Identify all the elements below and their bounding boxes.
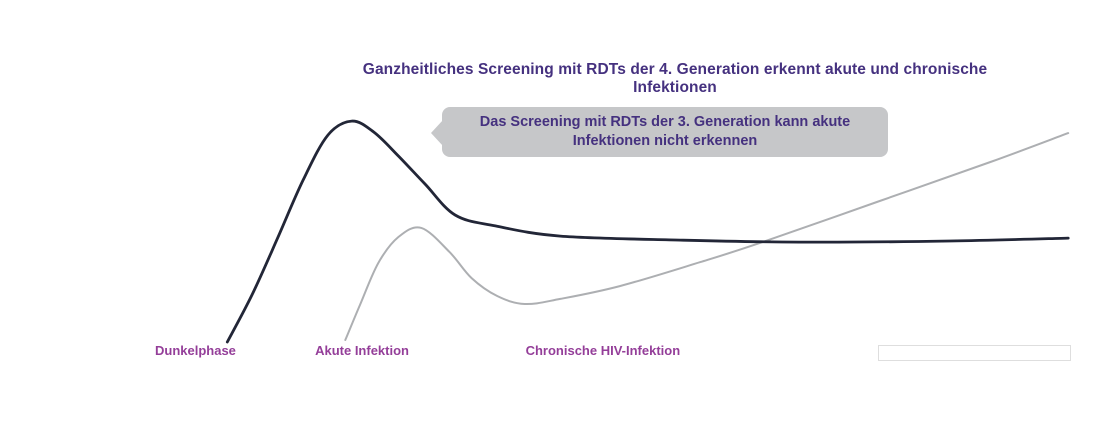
gray-boundary-curve	[344, 132, 1070, 341]
dark-4th-gen-curve	[225, 119, 1070, 344]
phase-label-dunkelphase: Dunkelphase	[155, 343, 236, 358]
phase-label-chronische-hiv-infektion: Chronische HIV-Infektion	[525, 343, 681, 358]
figure-title: Ganzheitliches Screening mit RDTs der 4.…	[362, 61, 988, 96]
callout-text: Das Screening mit RDTs der 3. Generation…	[442, 113, 888, 151]
gray-area-3rd-gen-fill	[421, 133, 1068, 338]
white-decline-line	[421, 227, 483, 339]
callout-arrow-left-icon	[431, 120, 443, 146]
phase-label-akute-infektion: Akute Infektion	[315, 343, 409, 358]
bottom-right-empty-box	[878, 345, 1071, 361]
callout-text-line2: Infektionen nicht erkennen	[572, 133, 758, 149]
callout-bubble: Das Screening mit RDTs der 3. Generation…	[431, 107, 888, 157]
callout-text-line1: Das Screening mit RDTs der 3. Generation…	[479, 114, 851, 130]
